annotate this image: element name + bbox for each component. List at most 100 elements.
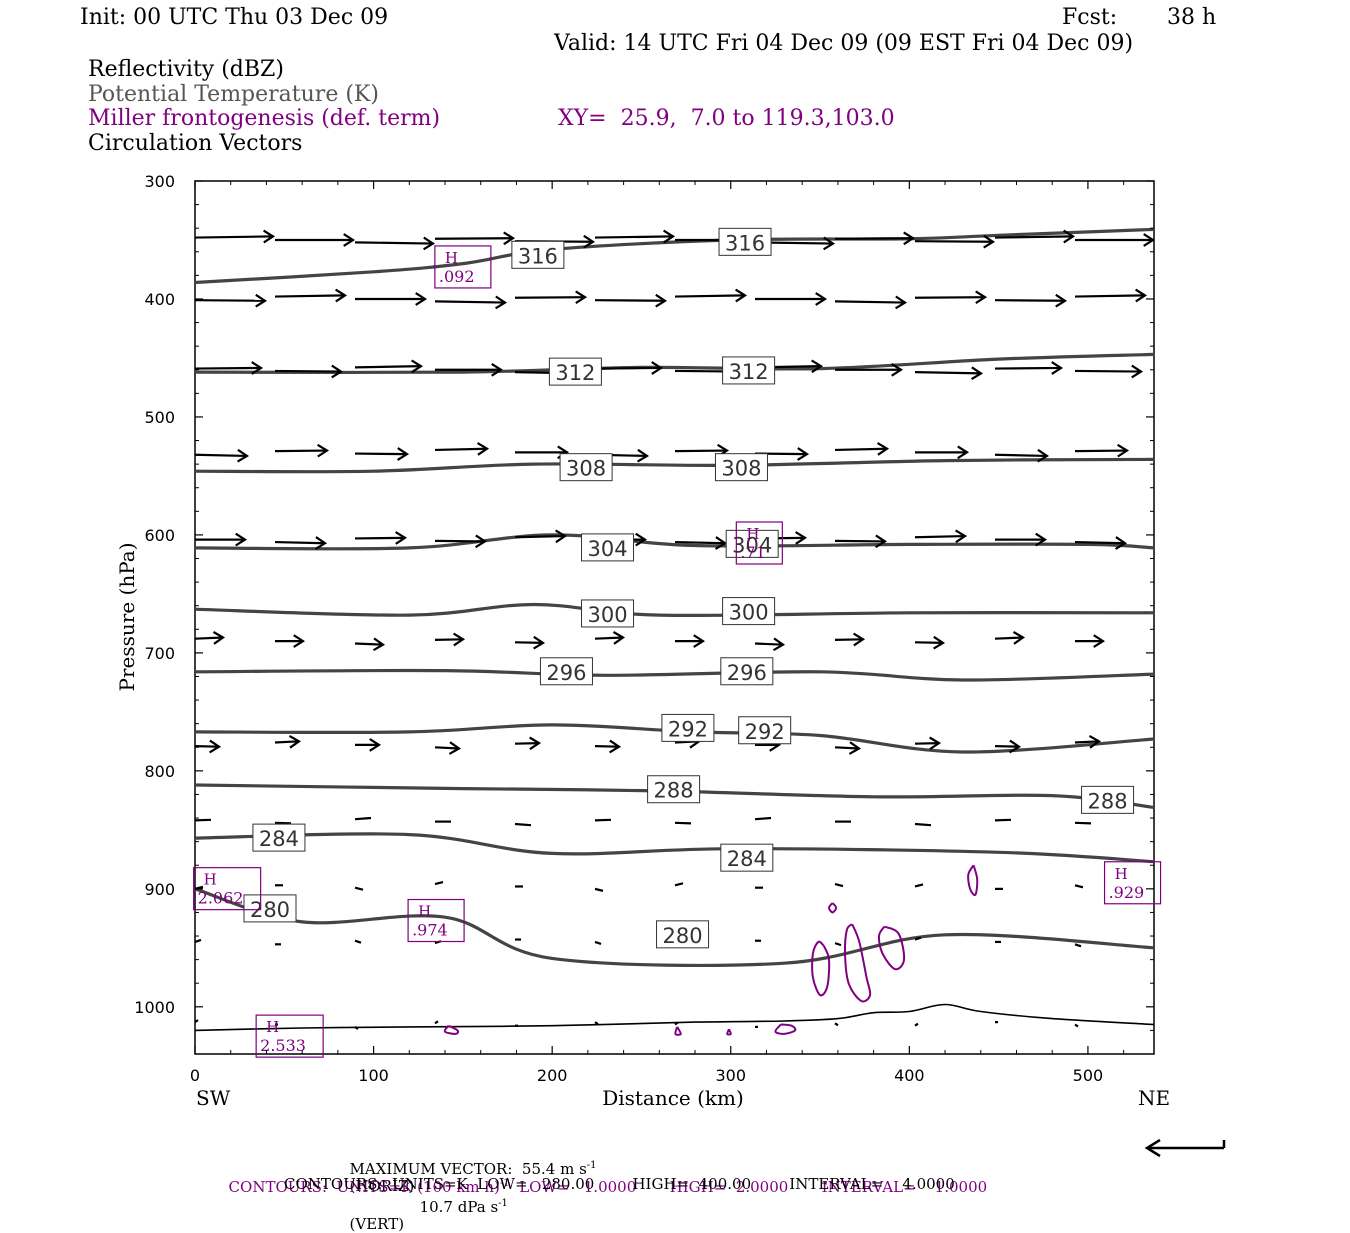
circulation-vector xyxy=(1074,294,1146,298)
circulation-vector xyxy=(594,1021,599,1026)
circulation-vector xyxy=(354,642,384,646)
circulation-vector xyxy=(834,638,864,641)
theta-contour-label: 300 xyxy=(729,601,769,625)
init-time: Init: 00 UTC Thu 03 Dec 09 xyxy=(80,5,389,30)
fronto-contour-range: LOW= 1.0000 HIGH= 2.0000 INTERVAL= 1.000… xyxy=(509,1178,988,1196)
frontogenesis-max-box xyxy=(434,245,492,289)
circulation-vector xyxy=(674,294,746,298)
theta-contour-label-box xyxy=(722,356,776,385)
circulation-vector-head xyxy=(1093,634,1106,648)
circulation-vector-head xyxy=(369,738,382,752)
theta-contour-label-box xyxy=(647,775,701,804)
circulation-vector-head xyxy=(411,359,424,374)
circulation-vector xyxy=(914,240,994,243)
circulation-vector xyxy=(1074,1023,1079,1028)
frontogenesis-contour xyxy=(674,1026,682,1036)
circulation-vector xyxy=(354,241,434,245)
theta-contour-label: 308 xyxy=(566,457,606,481)
circulation-vector-head xyxy=(612,631,626,645)
y-tick-label: 800 xyxy=(144,762,175,781)
circulation-vector-head xyxy=(811,359,824,374)
circulation-vector-head xyxy=(933,635,946,650)
circulation-vector xyxy=(914,296,986,299)
circulation-vector xyxy=(514,742,540,745)
frontogenesis-max-marker: H xyxy=(1115,865,1128,883)
theta-contour-label-box xyxy=(511,240,565,269)
circulation-vector-head xyxy=(637,448,650,463)
theta-contour-line xyxy=(194,352,1155,375)
footer-fronto-contours: CONTOURS: UNITS=K (100 km h)-1 LOW= 1.00… xyxy=(219,1158,988,1196)
circulation-vector-head xyxy=(395,531,408,545)
x-tick-label: 100 xyxy=(358,1066,389,1085)
circulation-vector-head xyxy=(415,292,428,306)
theta-contour-label-box xyxy=(548,357,602,386)
circulation-vector-head xyxy=(848,741,862,755)
circulation-vector xyxy=(914,742,940,745)
circulation-vector xyxy=(354,816,372,821)
theta-contour-label-box xyxy=(252,823,306,852)
circulation-vector-head xyxy=(251,361,264,375)
circulation-vector-head xyxy=(1009,739,1022,754)
circulation-vector xyxy=(994,235,1074,239)
circulation-vector xyxy=(354,452,408,456)
x-axis-end-ne: NE xyxy=(1138,1086,1170,1110)
circulation-vector xyxy=(594,745,620,748)
axes: 300 400 500 600 700 800 900 1000 0 100 200 300 400 50… xyxy=(134,172,1154,1085)
circulation-vector xyxy=(834,539,886,543)
circulation-vector xyxy=(354,365,422,369)
footer-theta-contours: CONTOURS: UNITS=K LOW= 280.00 HIGH= 400.… xyxy=(284,1175,955,1193)
theta-contour-label: 308 xyxy=(721,457,761,481)
y-tick-label: 500 xyxy=(144,408,175,427)
circulation-vector xyxy=(994,453,1048,458)
circulation-vector-head xyxy=(477,442,490,456)
circulation-vector-head xyxy=(529,736,542,751)
circulation-vector xyxy=(834,300,906,304)
circulation-vector-head xyxy=(1143,233,1156,247)
circulation-vector-head xyxy=(583,234,596,249)
x-axis-end-sw: SW xyxy=(196,1086,231,1110)
circulation-vector xyxy=(194,818,212,822)
contour-labels: 316 316 312 312 308 308 304 304 300 300 296 296 292 2… xyxy=(193,227,1162,1058)
circulation-vector-head xyxy=(1115,536,1128,550)
frontogenesis-max-value: .974 xyxy=(412,921,448,940)
circulation-vector xyxy=(914,1022,919,1027)
circulation-vector-head xyxy=(335,288,348,303)
field-circulation-vectors: Circulation Vectors xyxy=(88,131,303,156)
circulation-vector-head xyxy=(1051,361,1064,375)
field-reflectivity: Reflectivity (dBZ) xyxy=(88,57,284,82)
circulation-vector xyxy=(434,237,514,240)
circulation-vector-head xyxy=(372,637,386,652)
circulation-vector xyxy=(674,449,728,453)
circulation-vector-head xyxy=(895,295,908,310)
y-tick-label: 400 xyxy=(144,290,175,309)
circulation-vector-head xyxy=(875,534,888,549)
frontogenesis-max-value: 2.062 xyxy=(198,889,244,908)
circulation-vector xyxy=(594,940,602,945)
theta-contour-label-box xyxy=(656,920,710,949)
theta-contour-label: 292 xyxy=(668,717,708,741)
circulation-vector xyxy=(1074,821,1092,825)
circulation-vector xyxy=(914,371,982,375)
circulation-vector xyxy=(274,540,326,545)
reference-vector-arrow xyxy=(1144,1138,1226,1158)
circulation-vector-head xyxy=(1063,229,1076,244)
circulation-vector-head xyxy=(212,631,226,645)
x-tick-label: 500 xyxy=(1073,1066,1104,1085)
theta-contour-line xyxy=(194,533,1155,551)
circulation-vector xyxy=(274,369,342,373)
theta-contour-label-box xyxy=(581,533,635,562)
circulation-vector xyxy=(834,447,888,452)
circulation-vector xyxy=(834,1022,839,1027)
max-vector-horiz-label: (HORIZ) xyxy=(349,1177,415,1195)
frontogenesis-contour xyxy=(827,902,838,914)
x-axis-title: Distance (km) xyxy=(602,1086,744,1110)
circulation-vector xyxy=(594,366,662,370)
circulation-vector-head xyxy=(735,288,748,303)
circulation-vector xyxy=(1074,740,1100,744)
circulation-vector-head xyxy=(263,229,276,244)
circulation-vector-head xyxy=(237,448,250,463)
circulation-vector xyxy=(434,447,488,452)
theta-contour-label-box xyxy=(722,597,776,626)
circulation-vector xyxy=(434,881,444,886)
circulation-vector-head xyxy=(343,233,356,247)
